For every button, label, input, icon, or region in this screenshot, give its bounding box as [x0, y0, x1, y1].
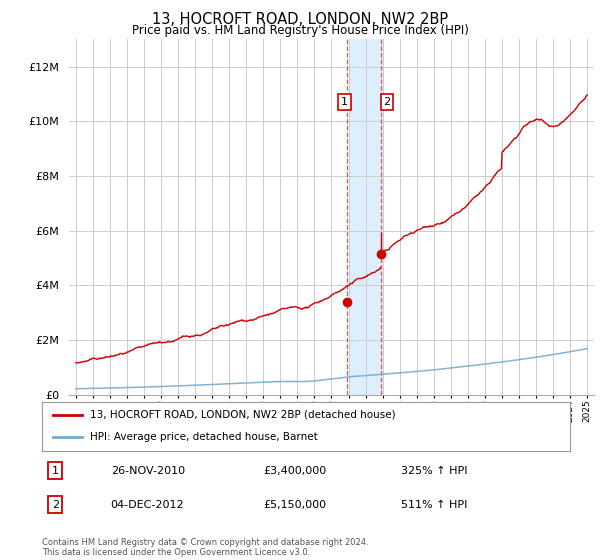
Bar [349, 39, 383, 395]
Text: 13, HOCROFT ROAD, LONDON, NW2 2BP: 13, HOCROFT ROAD, LONDON, NW2 2BP [152, 12, 448, 27]
Text: 1: 1 [341, 97, 348, 107]
Text: 325% ↑ HPI: 325% ↑ HPI [401, 465, 467, 475]
Text: 1: 1 [52, 465, 59, 475]
Text: 26-NOV-2010: 26-NOV-2010 [110, 465, 185, 475]
Text: 04-DEC-2012: 04-DEC-2012 [110, 500, 184, 510]
Text: Price paid vs. HM Land Registry's House Price Index (HPI): Price paid vs. HM Land Registry's House … [131, 24, 469, 36]
Text: £3,400,000: £3,400,000 [264, 465, 327, 475]
Text: 2: 2 [52, 500, 59, 510]
Text: Contains HM Land Registry data © Crown copyright and database right 2024.
This d: Contains HM Land Registry data © Crown c… [42, 538, 368, 557]
Text: 2: 2 [383, 97, 391, 107]
Text: 13, HOCROFT ROAD, LONDON, NW2 2BP (detached house): 13, HOCROFT ROAD, LONDON, NW2 2BP (detac… [89, 410, 395, 420]
Text: 511% ↑ HPI: 511% ↑ HPI [401, 500, 467, 510]
Text: £5,150,000: £5,150,000 [264, 500, 327, 510]
Text: HPI: Average price, detached house, Barnet: HPI: Average price, detached house, Barn… [89, 432, 317, 442]
